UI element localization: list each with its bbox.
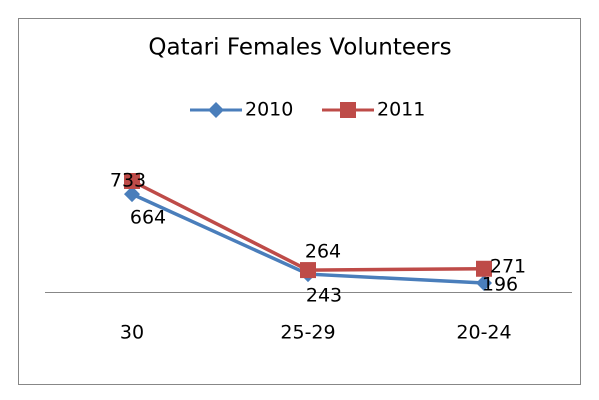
marker [124, 186, 140, 203]
marker [124, 173, 140, 189]
marker [300, 262, 316, 279]
legend-label: 2011 [377, 99, 425, 121]
chart-frame [18, 18, 581, 385]
data-label: 271 [490, 255, 526, 277]
marker [340, 102, 356, 118]
x-tick-label: 30 [120, 322, 144, 344]
chart-title: Qatari Females Volunteers [148, 35, 451, 61]
data-label: 733 [110, 170, 146, 192]
data-label: 664 [130, 207, 166, 229]
data-label: 243 [306, 285, 342, 307]
legend-label: 2010 [245, 99, 293, 121]
marker [476, 275, 492, 291]
data-label: 196 [482, 274, 518, 296]
x-tick-label: 20-24 [456, 322, 511, 344]
marker [476, 260, 492, 277]
marker [208, 102, 224, 118]
x-tick-label: 25-29 [280, 322, 335, 344]
data-label: 264 [305, 241, 341, 263]
